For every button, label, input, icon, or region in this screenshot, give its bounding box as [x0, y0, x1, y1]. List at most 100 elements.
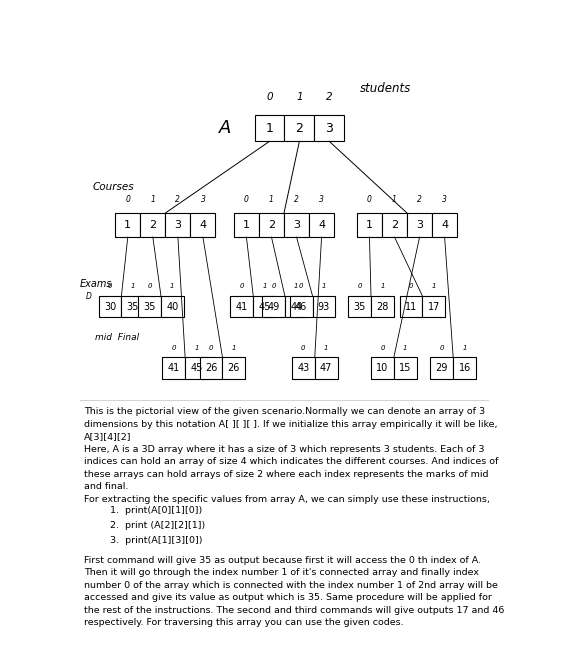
- FancyBboxPatch shape: [161, 296, 184, 318]
- FancyBboxPatch shape: [394, 357, 417, 379]
- FancyBboxPatch shape: [191, 213, 215, 237]
- Text: 41: 41: [236, 302, 248, 312]
- FancyBboxPatch shape: [138, 296, 161, 318]
- Text: 0: 0: [439, 345, 444, 351]
- Text: 1: 1: [403, 345, 408, 351]
- Text: 1: 1: [130, 283, 135, 289]
- Text: 0: 0: [171, 345, 176, 351]
- Text: 35: 35: [126, 302, 139, 312]
- Text: 2: 2: [268, 220, 275, 230]
- Text: 49: 49: [267, 302, 280, 312]
- Text: 0: 0: [271, 283, 276, 289]
- Text: 1: 1: [194, 345, 199, 351]
- Text: Courses: Courses: [93, 182, 134, 192]
- Text: 4: 4: [200, 220, 206, 230]
- FancyBboxPatch shape: [315, 357, 337, 379]
- Text: mid  Final: mid Final: [95, 333, 139, 342]
- Text: 1: 1: [263, 283, 267, 289]
- Text: 3.  print(A[1][3][0]): 3. print(A[1][3][0]): [111, 536, 203, 546]
- FancyBboxPatch shape: [166, 213, 191, 237]
- FancyBboxPatch shape: [407, 213, 432, 237]
- Text: 2: 2: [326, 92, 333, 102]
- Text: 16: 16: [459, 363, 471, 373]
- Text: A: A: [218, 119, 231, 137]
- Text: Exams: Exams: [79, 278, 112, 289]
- Text: 17: 17: [428, 302, 440, 312]
- Text: 1.  print(A[0][1][0]): 1. print(A[0][1][0]): [111, 506, 202, 515]
- Text: D: D: [86, 292, 92, 300]
- Text: 1: 1: [431, 283, 436, 289]
- FancyBboxPatch shape: [285, 115, 314, 141]
- Text: 1: 1: [150, 195, 155, 204]
- FancyBboxPatch shape: [357, 213, 382, 237]
- Text: 3: 3: [201, 195, 205, 204]
- Text: 35: 35: [353, 302, 366, 312]
- Text: 0: 0: [380, 345, 384, 351]
- Text: 1: 1: [170, 283, 175, 289]
- Text: 0: 0: [108, 283, 112, 289]
- Text: 1: 1: [380, 283, 384, 289]
- Text: 1: 1: [232, 345, 236, 351]
- Text: 2: 2: [391, 220, 398, 230]
- Text: 1: 1: [294, 283, 299, 289]
- Text: 26: 26: [228, 363, 240, 373]
- Text: 1: 1: [124, 220, 132, 230]
- Text: 26: 26: [205, 363, 217, 373]
- FancyBboxPatch shape: [230, 296, 253, 318]
- Text: 2: 2: [294, 195, 299, 204]
- FancyBboxPatch shape: [262, 296, 285, 318]
- FancyBboxPatch shape: [162, 357, 185, 379]
- FancyBboxPatch shape: [348, 296, 371, 318]
- Text: 3: 3: [175, 220, 181, 230]
- Text: 0: 0: [409, 283, 413, 289]
- Text: 45: 45: [259, 302, 271, 312]
- Text: 1: 1: [243, 220, 250, 230]
- Text: 46: 46: [295, 302, 307, 312]
- Text: 3: 3: [293, 220, 300, 230]
- FancyBboxPatch shape: [400, 296, 422, 318]
- FancyBboxPatch shape: [121, 296, 144, 318]
- FancyBboxPatch shape: [312, 296, 336, 318]
- Text: 0: 0: [147, 283, 152, 289]
- Text: 1: 1: [265, 121, 273, 135]
- FancyBboxPatch shape: [422, 296, 445, 318]
- Text: 0: 0: [301, 345, 306, 351]
- FancyBboxPatch shape: [292, 357, 315, 379]
- FancyBboxPatch shape: [185, 357, 208, 379]
- Text: 0: 0: [266, 92, 273, 102]
- Text: 93: 93: [318, 302, 330, 312]
- FancyBboxPatch shape: [222, 357, 246, 379]
- FancyBboxPatch shape: [430, 357, 453, 379]
- FancyBboxPatch shape: [309, 213, 334, 237]
- FancyBboxPatch shape: [99, 296, 121, 318]
- Text: 3: 3: [319, 195, 324, 204]
- Text: 0: 0: [357, 283, 362, 289]
- Text: 11: 11: [405, 302, 417, 312]
- Text: 1: 1: [366, 220, 373, 230]
- Text: 1: 1: [392, 195, 397, 204]
- FancyBboxPatch shape: [115, 213, 140, 237]
- Text: 1: 1: [324, 345, 328, 351]
- Text: 10: 10: [376, 363, 388, 373]
- Text: 30: 30: [104, 302, 116, 312]
- Text: 1: 1: [269, 195, 274, 204]
- Text: 2: 2: [175, 195, 180, 204]
- Text: 1: 1: [321, 283, 326, 289]
- FancyBboxPatch shape: [285, 296, 308, 318]
- Text: 0: 0: [240, 283, 244, 289]
- FancyBboxPatch shape: [284, 213, 309, 237]
- FancyBboxPatch shape: [234, 213, 259, 237]
- Text: 2: 2: [149, 220, 156, 230]
- FancyBboxPatch shape: [314, 115, 344, 141]
- Text: 28: 28: [376, 302, 388, 312]
- FancyBboxPatch shape: [140, 213, 166, 237]
- Text: 0: 0: [209, 345, 213, 351]
- Text: 3: 3: [416, 220, 423, 230]
- Text: 4: 4: [441, 220, 448, 230]
- Text: 0: 0: [299, 283, 303, 289]
- Text: 35: 35: [143, 302, 156, 312]
- Text: 41: 41: [168, 363, 180, 373]
- Text: 1: 1: [296, 92, 303, 102]
- FancyBboxPatch shape: [253, 296, 276, 318]
- Text: 1: 1: [462, 345, 467, 351]
